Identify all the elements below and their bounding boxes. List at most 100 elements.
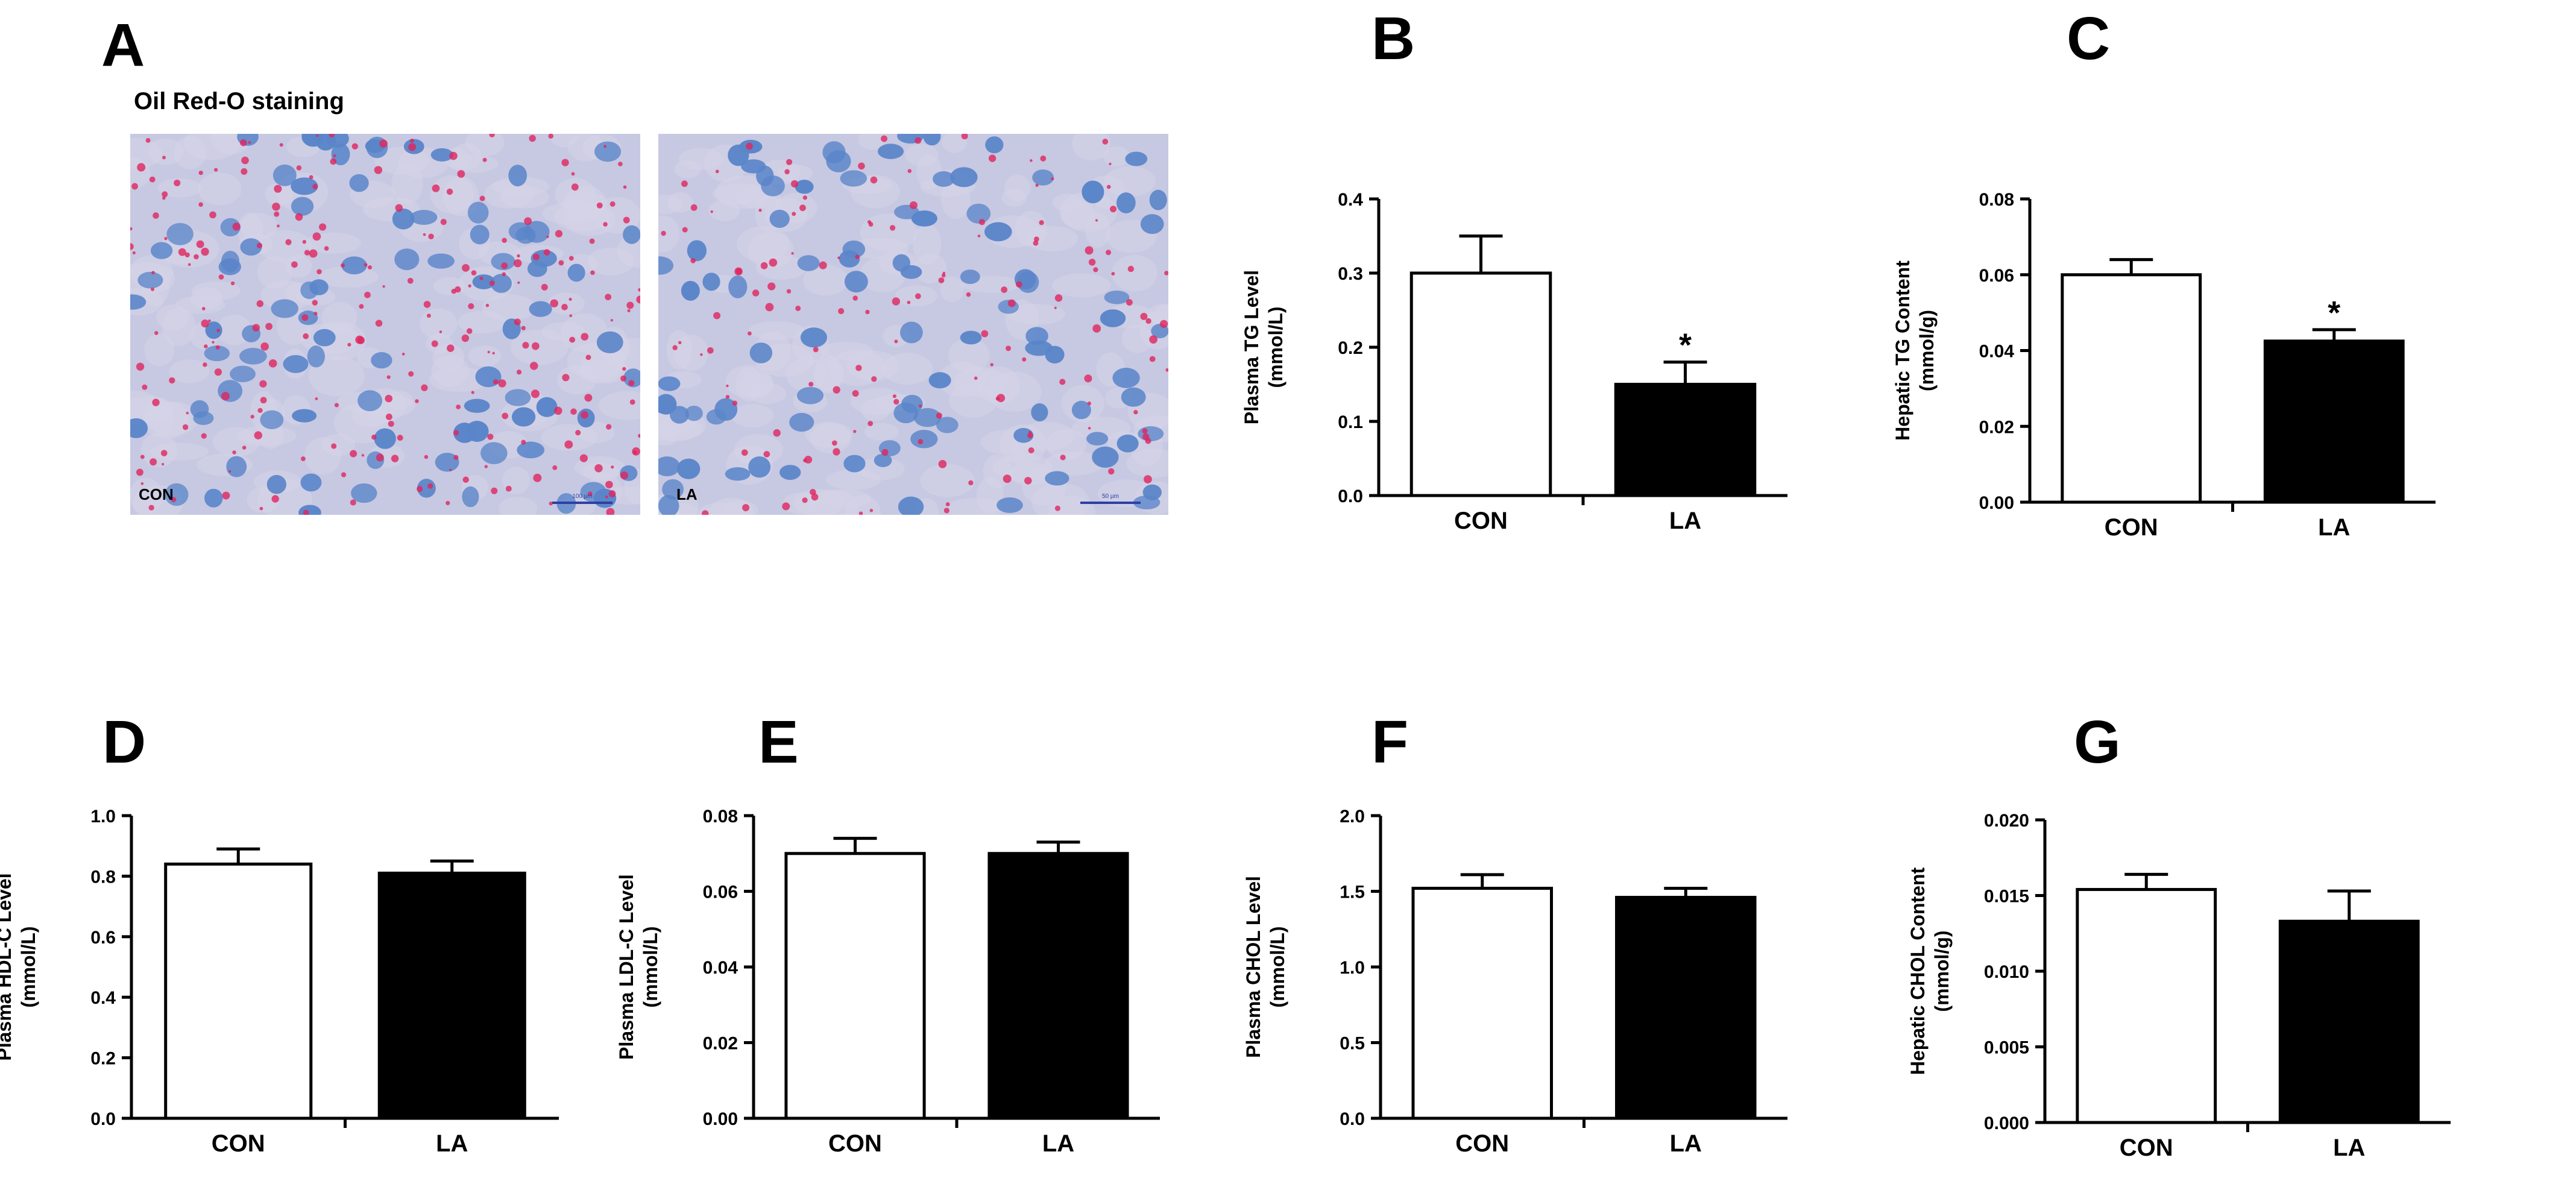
bar-con <box>784 852 926 1120</box>
nucleus <box>950 167 978 187</box>
lipid-droplet <box>813 347 819 353</box>
lipid-droplet <box>603 145 607 148</box>
lipid-droplet <box>907 300 911 304</box>
nucleus <box>1086 432 1109 446</box>
nucleus <box>898 496 924 515</box>
cytoplasm-patch <box>547 292 585 315</box>
lipid-droplet <box>1164 271 1168 276</box>
lipid-droplet <box>1088 427 1091 430</box>
lipid-droplet <box>620 375 627 382</box>
lipid-droplet <box>304 250 310 256</box>
x-tick-label: CON <box>2120 1135 2173 1161</box>
x-tick-label: LA <box>1669 508 1701 534</box>
lipid-droplet <box>259 506 263 511</box>
lipid-droplet <box>142 384 148 390</box>
lipid-droplet <box>256 300 264 307</box>
cytoplasm-patch <box>819 489 872 508</box>
lipid-droplet <box>605 294 611 301</box>
lipid-droplet <box>1106 184 1111 189</box>
nucleus <box>266 474 286 494</box>
nucleus <box>291 197 314 216</box>
lipid-droplet <box>364 291 371 298</box>
cytoplasm-patch <box>308 356 365 397</box>
nucleus <box>596 331 623 354</box>
lipid-droplet <box>974 376 978 380</box>
cytoplasm-patch <box>1071 416 1131 440</box>
lipid-droplet <box>502 272 506 277</box>
lipid-droplet <box>609 201 616 207</box>
nucleus <box>1082 180 1104 204</box>
lipid-droplet <box>140 482 144 485</box>
lipid-droplet <box>395 204 403 212</box>
lipid-droplet <box>892 297 900 306</box>
lipid-droplet <box>431 340 438 347</box>
nucleus <box>839 250 860 268</box>
lipid-droplet <box>250 415 254 419</box>
lipid-droplet <box>629 399 635 405</box>
lipid-droplet <box>795 306 801 311</box>
lipid-droplet <box>130 227 133 231</box>
x-tick-label: CON <box>828 1130 882 1157</box>
lipid-droplet <box>936 412 942 419</box>
x-tick-label: LA <box>436 1130 468 1157</box>
nucleus <box>1125 151 1148 166</box>
nucleus <box>341 256 367 275</box>
lipid-droplet <box>130 243 134 250</box>
lipid-droplet <box>485 303 490 307</box>
lipid-droplet <box>977 235 981 238</box>
lipid-droplet <box>611 465 614 469</box>
lipid-droplet <box>260 342 269 351</box>
lipid-droplet <box>466 328 473 334</box>
lipid-droplet <box>232 450 236 455</box>
nucleus <box>706 409 726 425</box>
bar-con <box>1409 271 1552 497</box>
lipid-droplet <box>632 447 640 456</box>
lipid-droplet <box>216 329 221 332</box>
lipid-droplet <box>638 288 640 292</box>
panel-letter-g: G <box>2074 708 2121 776</box>
lipid-droplet <box>301 314 309 321</box>
nucleus <box>658 376 681 391</box>
cytoplasm-patch <box>1103 146 1130 167</box>
lipid-droplet <box>1084 374 1092 383</box>
lipid-droplet <box>1085 246 1094 255</box>
lipid-droplet <box>194 254 199 260</box>
lipid-droplet <box>201 307 206 310</box>
nucleus <box>843 455 866 473</box>
lipid-droplet <box>397 435 403 441</box>
cytoplasm-patch <box>803 264 848 296</box>
lipid-droplet <box>468 284 471 288</box>
lipid-droplet <box>241 168 248 175</box>
lipid-droplet <box>329 134 335 138</box>
cytoplasm-patch <box>858 134 886 150</box>
micrograph-con: 100 µm CON <box>130 134 640 515</box>
cytoplasm-patch <box>587 247 635 276</box>
nucleus <box>984 222 1012 242</box>
lipid-droplet <box>569 336 576 343</box>
nucleus <box>567 263 585 282</box>
nucleus <box>728 276 748 298</box>
nucleus <box>1112 368 1140 388</box>
lipid-droplet <box>295 213 303 221</box>
nucleus <box>467 201 489 224</box>
lipid-droplet <box>268 359 277 368</box>
lipid-droplet <box>312 232 321 241</box>
significance-marker: * <box>1679 327 1692 364</box>
nucleus <box>427 253 455 269</box>
lipid-droplet <box>1034 236 1039 242</box>
lipid-droplet <box>492 351 495 355</box>
lipid-droplet <box>568 297 572 301</box>
nucleus <box>240 238 262 256</box>
nucleus <box>465 421 489 442</box>
lipid-droplet <box>732 400 738 406</box>
nucleus <box>150 242 173 259</box>
lipid-droplet <box>1109 162 1112 166</box>
cytoplasm-patch <box>864 423 899 441</box>
lipid-droplet <box>748 331 752 336</box>
lipid-droplet <box>333 154 336 157</box>
lipid-droplet <box>746 142 753 150</box>
nucleus <box>658 456 680 476</box>
cytoplasm-patch <box>942 134 968 154</box>
lipid-droplet <box>218 274 224 280</box>
lipid-droplet <box>439 330 442 333</box>
